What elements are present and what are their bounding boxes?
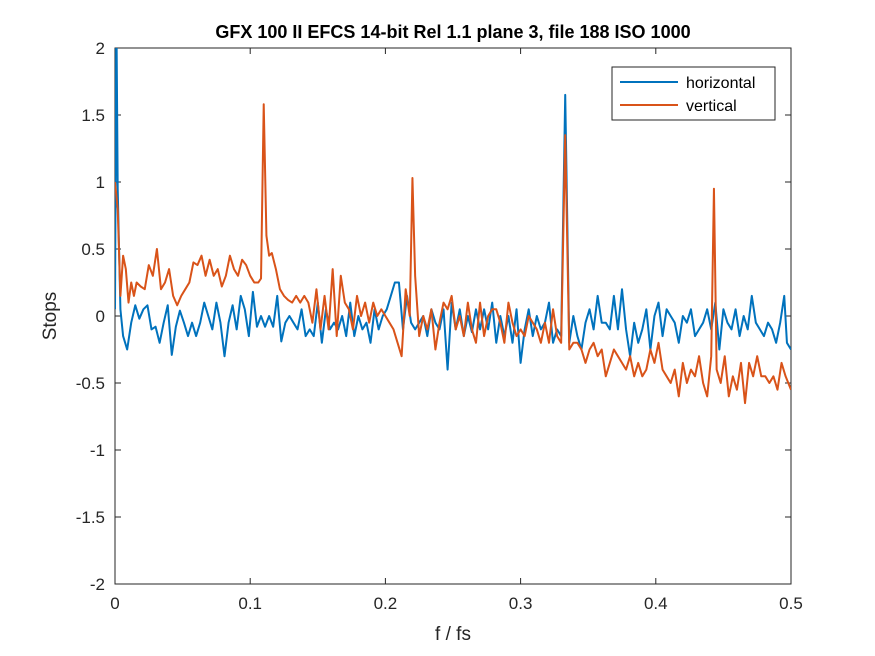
- chart-title: GFX 100 II EFCS 14-bit Rel 1.1 plane 3, …: [215, 22, 690, 42]
- legend-label-horizontal: horizontal: [686, 75, 755, 92]
- x-tick-label: 0.4: [644, 594, 668, 613]
- y-tick-label: 0: [96, 307, 105, 326]
- x-axis: 0 0.1 0.2 0.3 0.4 0.5: [110, 48, 803, 613]
- x-tick-label: 0: [110, 594, 119, 613]
- y-tick-label: -0.5: [76, 374, 105, 393]
- series-line-horizontal: [115, 48, 791, 371]
- legend: horizontal vertical: [611, 66, 776, 121]
- x-tick-label: 0.5: [779, 594, 803, 613]
- x-tick-label: 0.2: [374, 594, 398, 613]
- y-tick-label: 1.5: [81, 106, 105, 125]
- y-axis: -2 -1.5 -1 -0.5 0 0.5 1 1.5 2: [76, 39, 791, 594]
- y-tick-label: 0.5: [81, 240, 105, 259]
- x-tick-label: 0.3: [509, 594, 533, 613]
- series-lines: [115, 48, 791, 405]
- y-tick-label: -2: [90, 575, 105, 594]
- x-axis-label: f / fs: [435, 624, 471, 645]
- y-axis-label: Stops: [40, 292, 61, 341]
- legend-box: [611, 66, 776, 121]
- y-tick-label: 2: [96, 39, 105, 58]
- y-tick-label: 1: [96, 173, 105, 192]
- series-line-vertical: [115, 103, 791, 405]
- x-tick-label: 0.1: [238, 594, 262, 613]
- y-tick-label: -1.5: [76, 508, 105, 527]
- y-tick-label: -1: [90, 441, 105, 460]
- legend-label-vertical: vertical: [686, 98, 737, 115]
